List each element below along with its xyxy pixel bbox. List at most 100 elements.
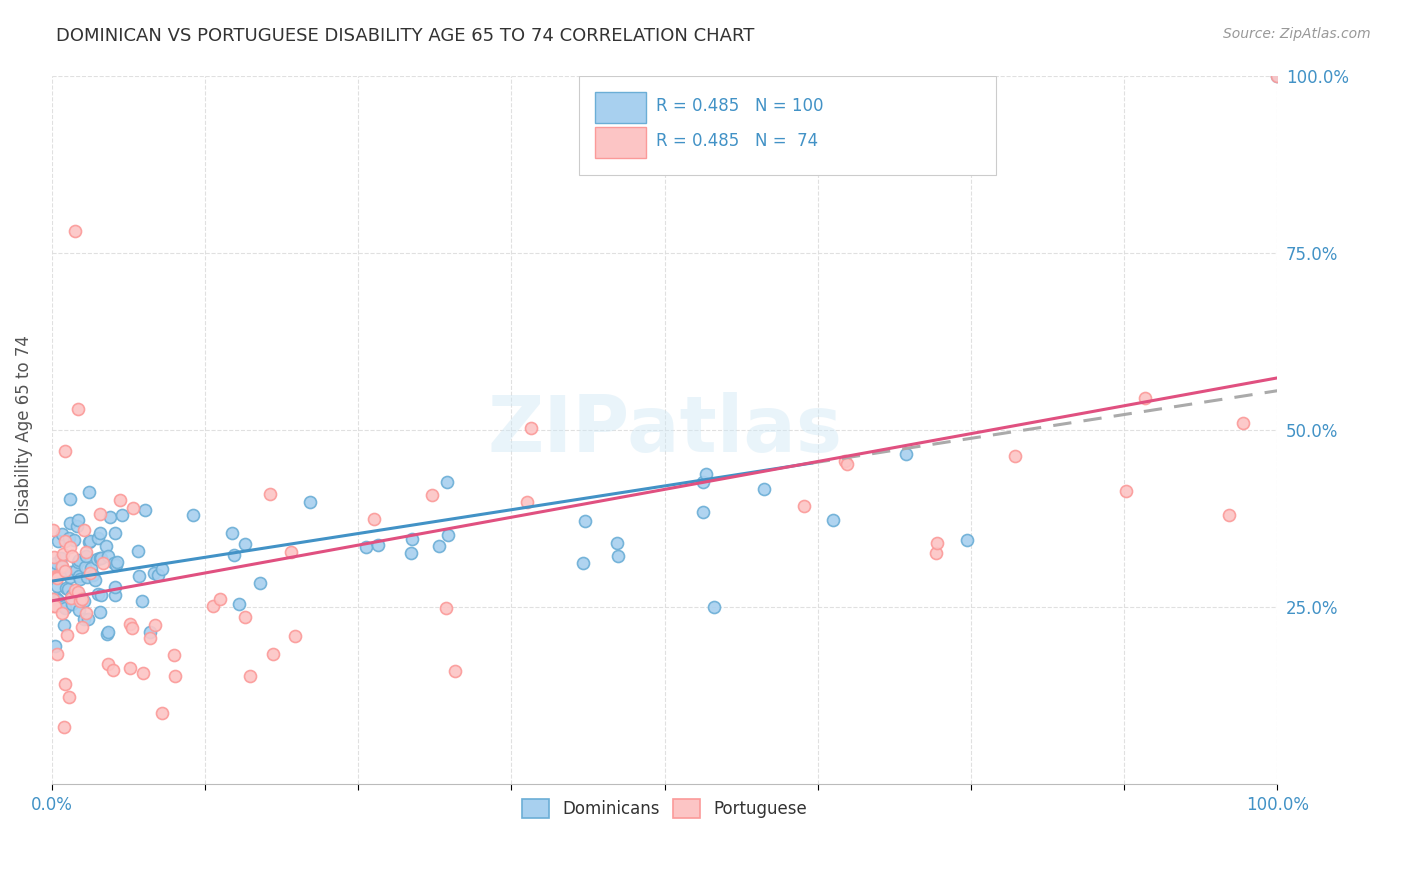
Text: ZIPatlas: ZIPatlas [486,392,842,467]
Point [77,485,100,500]
Point [399,546,422,560]
Point [51,606,73,620]
Point [367,538,389,552]
Point [51,550,73,565]
Point [834,453,856,467]
Point [104,580,127,594]
Point [59,569,82,583]
Point [84,574,107,588]
Point [754,482,776,496]
Point [67,585,90,599]
Point [1267,69,1289,83]
Point [69,572,91,586]
Point [520,421,543,435]
Point [73,612,96,626]
Point [58,491,80,506]
Point [121,500,143,515]
Point [837,69,859,83]
Point [97,624,120,639]
Point [42,599,65,614]
Point [87,531,110,545]
Point [59,565,82,579]
Point [44,599,66,614]
Point [75,606,97,620]
Point [53,564,76,578]
Point [56,628,79,642]
Point [69,591,91,605]
Point [45,569,67,583]
Point [927,535,949,549]
Point [150,706,173,720]
Text: Source: ZipAtlas.com: Source: ZipAtlas.com [1223,27,1371,41]
Point [91,556,114,570]
Point [1218,508,1240,522]
Point [75,544,97,558]
Point [139,631,162,645]
Point [51,559,73,574]
Point [284,628,307,642]
Point [67,588,90,602]
Legend: Dominicans, Portuguese: Dominicans, Portuguese [516,792,814,825]
Point [45,572,67,586]
Point [239,669,262,683]
Point [150,562,173,576]
Point [120,661,142,675]
Point [53,599,76,613]
Point [77,535,100,549]
Point [823,513,845,527]
Point [146,567,169,582]
Point [221,525,243,540]
Point [98,510,121,524]
Point [59,540,82,554]
Point [108,493,131,508]
Point [67,602,90,616]
Point [131,594,153,608]
Point [79,533,101,548]
Point [103,663,125,677]
Point [956,533,979,548]
Point [262,647,284,661]
Point [574,514,596,528]
Point [280,545,302,559]
Point [45,569,67,583]
Point [75,549,97,564]
Point [222,548,245,562]
Point [443,665,465,679]
Point [73,594,96,608]
Point [837,457,859,471]
Point [695,467,717,481]
Point [55,581,77,595]
Point [202,599,225,614]
Point [121,621,143,635]
Point [181,508,204,522]
Point [46,534,69,549]
Point [120,617,142,632]
Point [427,540,450,554]
Point [437,528,460,542]
Point [401,533,423,547]
Point [94,539,117,553]
Point [104,589,127,603]
Point [86,552,108,566]
Point [1115,483,1137,498]
Point [73,523,96,537]
Point [87,587,110,601]
Point [66,555,89,569]
Point [97,549,120,563]
Point [55,601,77,615]
Point [1004,449,1026,463]
Point [354,541,377,555]
Point [127,543,149,558]
Point [63,224,86,238]
Point [62,533,84,547]
Point [45,556,67,570]
Point [434,600,457,615]
Point [42,550,65,565]
Point [72,620,94,634]
Text: R = 0.485   N =  74: R = 0.485 N = 74 [657,132,818,151]
FancyBboxPatch shape [595,92,647,123]
Point [60,588,83,602]
Point [607,549,630,563]
Point [128,569,150,583]
Point [44,640,66,654]
